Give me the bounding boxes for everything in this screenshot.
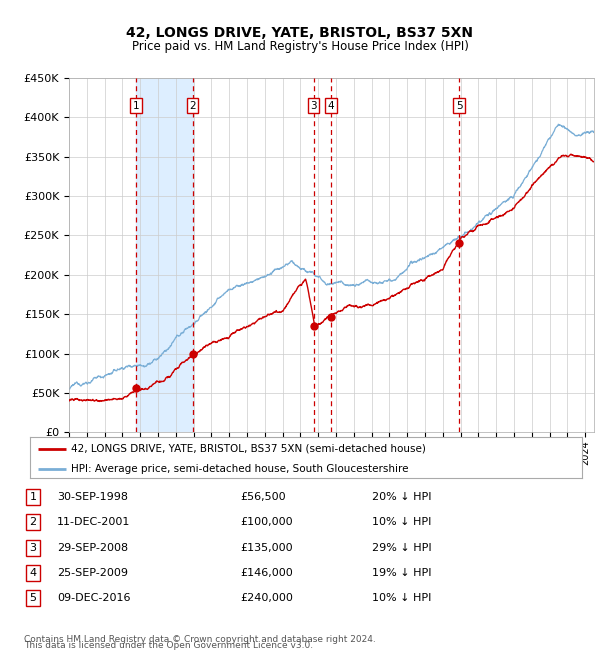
- Text: 2: 2: [189, 101, 196, 111]
- Text: 4: 4: [29, 568, 37, 578]
- Text: £240,000: £240,000: [240, 593, 293, 603]
- Text: 1: 1: [133, 101, 139, 111]
- Text: 2: 2: [29, 517, 37, 527]
- Text: £100,000: £100,000: [240, 517, 293, 527]
- Text: 5: 5: [29, 593, 37, 603]
- Text: 30-SEP-1998: 30-SEP-1998: [57, 492, 128, 502]
- Text: 3: 3: [29, 543, 37, 552]
- Text: 42, LONGS DRIVE, YATE, BRISTOL, BS37 5XN: 42, LONGS DRIVE, YATE, BRISTOL, BS37 5XN: [127, 26, 473, 40]
- Text: HPI: Average price, semi-detached house, South Gloucestershire: HPI: Average price, semi-detached house,…: [71, 464, 409, 474]
- Text: 29-SEP-2008: 29-SEP-2008: [57, 543, 128, 552]
- Text: This data is licensed under the Open Government Licence v3.0.: This data is licensed under the Open Gov…: [24, 641, 313, 650]
- Text: 10% ↓ HPI: 10% ↓ HPI: [372, 517, 431, 527]
- Text: £135,000: £135,000: [240, 543, 293, 552]
- Text: 1: 1: [29, 492, 37, 502]
- Bar: [136, 78, 193, 432]
- Text: 10% ↓ HPI: 10% ↓ HPI: [372, 593, 431, 603]
- Text: 5: 5: [456, 101, 463, 111]
- Text: 42, LONGS DRIVE, YATE, BRISTOL, BS37 5XN (semi-detached house): 42, LONGS DRIVE, YATE, BRISTOL, BS37 5XN…: [71, 444, 426, 454]
- Text: 4: 4: [328, 101, 334, 111]
- Text: Contains HM Land Registry data © Crown copyright and database right 2024.: Contains HM Land Registry data © Crown c…: [24, 634, 376, 644]
- Text: 25-SEP-2009: 25-SEP-2009: [57, 568, 128, 578]
- Text: 09-DEC-2016: 09-DEC-2016: [57, 593, 131, 603]
- Text: 3: 3: [310, 101, 317, 111]
- Text: £146,000: £146,000: [240, 568, 293, 578]
- Text: 20% ↓ HPI: 20% ↓ HPI: [372, 492, 431, 502]
- Text: 19% ↓ HPI: 19% ↓ HPI: [372, 568, 431, 578]
- Text: £56,500: £56,500: [240, 492, 286, 502]
- Text: Price paid vs. HM Land Registry's House Price Index (HPI): Price paid vs. HM Land Registry's House …: [131, 40, 469, 53]
- Text: 29% ↓ HPI: 29% ↓ HPI: [372, 543, 431, 552]
- Text: 11-DEC-2001: 11-DEC-2001: [57, 517, 130, 527]
